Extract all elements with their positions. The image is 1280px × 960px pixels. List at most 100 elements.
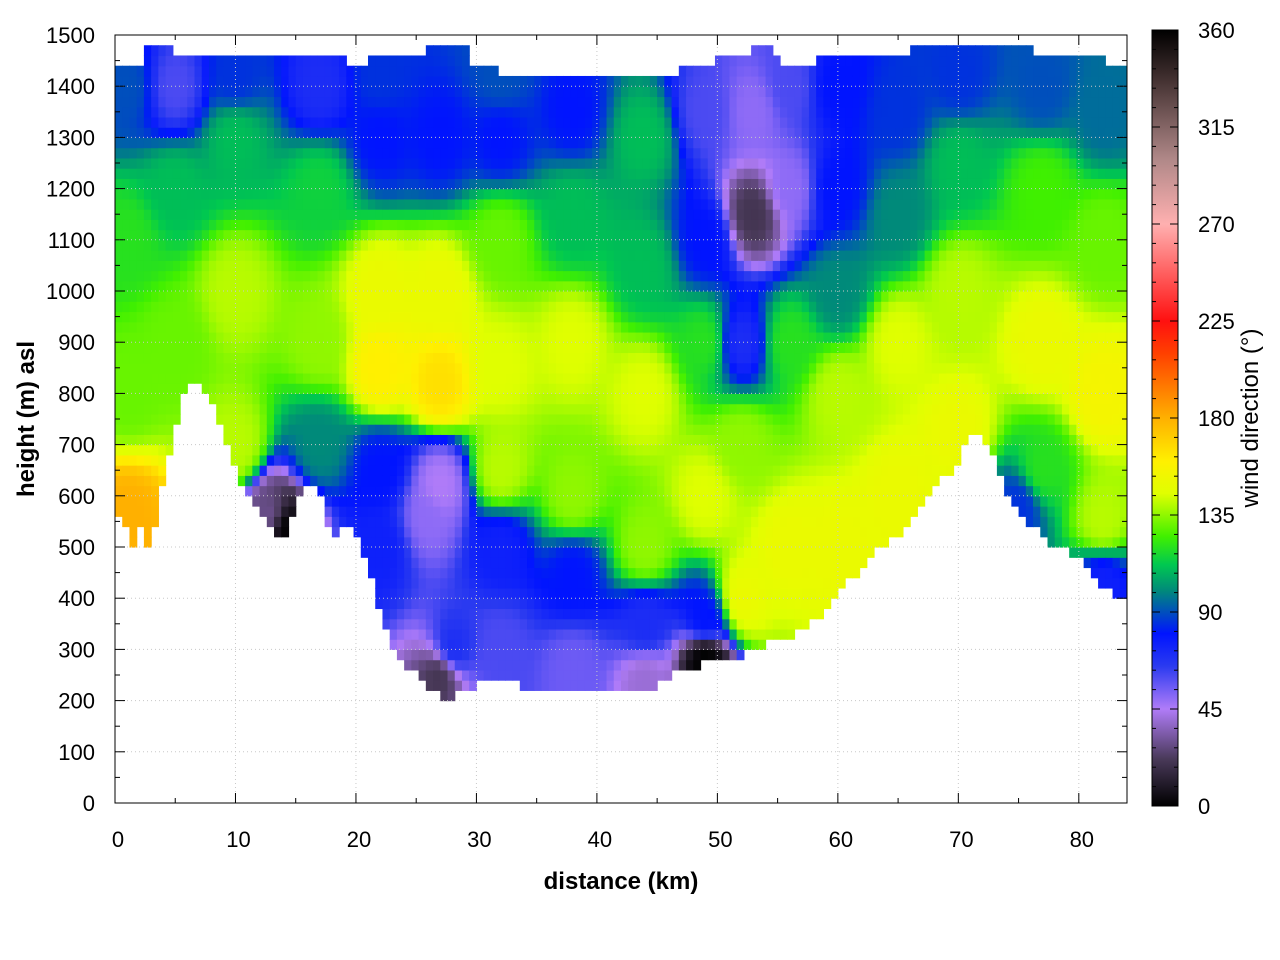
heatmap-cell: [151, 219, 159, 231]
heatmap-cell: [310, 454, 318, 466]
heatmap-cell: [722, 557, 731, 569]
heatmap-cell: [635, 680, 644, 691]
heatmap-cell: [187, 291, 196, 302]
heatmap-cell: [353, 311, 362, 323]
heatmap-cell: [563, 178, 571, 190]
heatmap-cell: [172, 239, 181, 251]
heatmap-cell: [714, 485, 723, 497]
heatmap-cell: [714, 608, 723, 620]
heatmap-cell: [418, 465, 427, 476]
heatmap-cell: [657, 301, 665, 313]
heatmap-cell: [563, 618, 571, 630]
heatmap-cell: [368, 106, 376, 118]
heatmap-cell: [649, 434, 658, 446]
heatmap-cell: [375, 331, 384, 343]
heatmap-cell: [664, 659, 673, 671]
heatmap-cell: [787, 587, 796, 599]
heatmap-cell: [454, 45, 463, 57]
heatmap-cell: [389, 250, 398, 261]
heatmap-cell: [686, 475, 694, 487]
heatmap-cell: [382, 403, 391, 415]
heatmap-cell: [563, 157, 571, 169]
heatmap-cell: [425, 444, 434, 456]
heatmap-cell: [592, 127, 600, 138]
heatmap-cell: [570, 250, 579, 261]
heatmap-cell: [563, 270, 571, 282]
heatmap-cell: [411, 577, 420, 589]
heatmap-cell: [599, 86, 608, 98]
heatmap-cell: [158, 321, 167, 333]
heatmap-cell: [693, 342, 702, 354]
heatmap-cell: [758, 168, 767, 179]
heatmap-cell: [751, 342, 759, 354]
heatmap-cell: [649, 680, 658, 691]
heatmap-cell: [678, 506, 687, 517]
heatmap-cell: [657, 639, 665, 650]
heatmap-cell: [555, 127, 564, 138]
heatmap-cell: [664, 608, 673, 620]
heatmap-cell: [122, 106, 131, 118]
heatmap-cell: [237, 147, 246, 159]
heatmap-cell: [657, 536, 665, 548]
heatmap-cell: [252, 188, 261, 200]
heatmap-cell: [642, 465, 651, 476]
heatmap-cell: [686, 188, 694, 200]
heatmap-cell: [143, 75, 152, 87]
heatmap-cell: [346, 116, 355, 128]
heatmap-cell: [613, 321, 622, 333]
heatmap-cell: [194, 178, 203, 190]
heatmap-cell: [765, 587, 774, 599]
heatmap-cell: [577, 680, 586, 691]
heatmap-cell: [433, 106, 441, 118]
heatmap-cell: [454, 413, 463, 425]
heatmap-cell: [534, 567, 543, 579]
heatmap-cell: [548, 649, 557, 661]
heatmap-cell: [324, 331, 333, 343]
heatmap-cell: [230, 454, 239, 466]
heatmap-cell: [498, 506, 506, 517]
heatmap-cell: [592, 260, 600, 272]
heatmap-cell: [158, 116, 167, 128]
heatmap-cell: [548, 250, 557, 261]
heatmap-cell: [649, 198, 658, 210]
heatmap-cell: [642, 577, 651, 589]
heatmap-cell: [649, 321, 658, 333]
heatmap-cell: [743, 516, 752, 528]
heatmap-cell: [353, 209, 362, 220]
heatmap-cell: [339, 86, 347, 98]
heatmap-cell: [621, 424, 629, 435]
heatmap-cell: [288, 424, 297, 435]
heatmap-cell: [490, 495, 499, 507]
heatmap-cell: [339, 516, 347, 528]
heatmap-cell: [230, 301, 239, 313]
heatmap-cell: [772, 475, 781, 487]
heatmap-cell: [375, 301, 384, 313]
heatmap-cell: [642, 536, 651, 548]
heatmap-cell: [483, 127, 492, 138]
heatmap-cell: [592, 209, 600, 220]
heatmap-cell: [151, 362, 159, 374]
heatmap-cell: [671, 618, 680, 630]
heatmap-cell: [714, 465, 723, 476]
heatmap-cell: [223, 280, 232, 292]
heatmap-cell: [519, 137, 528, 149]
heatmap-cell: [375, 209, 384, 220]
heatmap-cell: [252, 403, 261, 415]
heatmap-cell: [136, 403, 145, 415]
heatmap-cell: [404, 587, 412, 599]
heatmap-cell: [476, 403, 485, 415]
heatmap-cell: [678, 444, 687, 456]
heatmap-cell: [396, 485, 405, 497]
heatmap-cell: [751, 178, 759, 190]
heatmap-cell: [223, 413, 232, 425]
heatmap-cell: [584, 301, 593, 313]
heatmap-cell: [375, 168, 384, 179]
heatmap-cell: [382, 75, 391, 87]
heatmap-cell: [548, 291, 557, 302]
heatmap-cell: [751, 331, 759, 343]
heatmap-cell: [115, 188, 123, 200]
heatmap-cell: [570, 291, 579, 302]
heatmap-cell: [743, 75, 752, 87]
heatmap-cell: [606, 178, 615, 190]
heatmap-cell: [194, 198, 203, 210]
